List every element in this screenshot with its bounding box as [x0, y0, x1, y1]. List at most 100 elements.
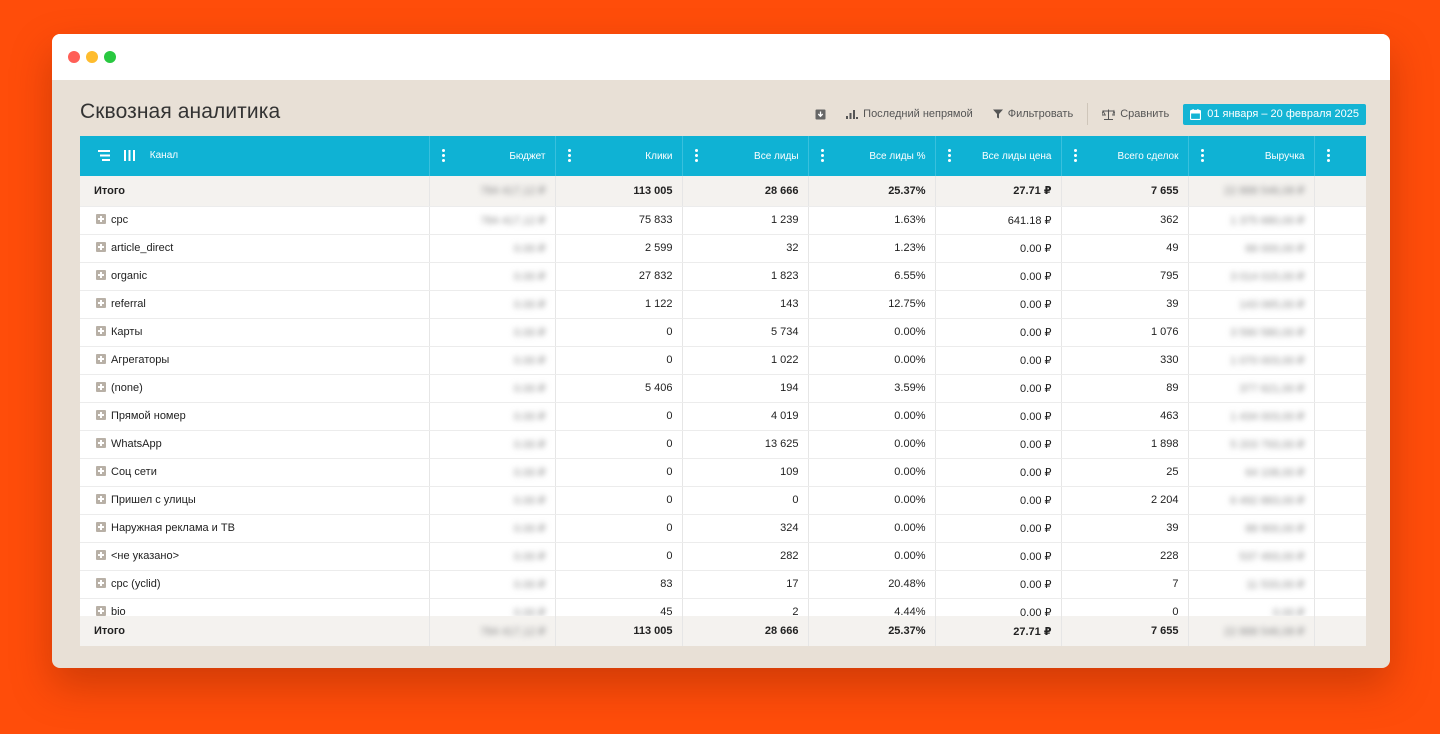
expand-row-icon[interactable] [96, 438, 106, 448]
column-header-channel[interactable]: Канал [80, 136, 430, 176]
cell-revenue: 64 108,00 ₽ [1188, 458, 1315, 487]
footer-total-row: Итого 784 417,12 ₽ 113 005 28 666 25.37%… [80, 616, 1366, 646]
cell-clicks: 0 [555, 318, 683, 347]
footer-total-table: Итого 784 417,12 ₽ 113 005 28 666 25.37%… [80, 616, 1366, 646]
total-budget: 784 417,12 ₽ [429, 176, 556, 207]
cell-budget: 0.00 ₽ [429, 262, 556, 291]
column-menu-icon[interactable] [694, 149, 699, 163]
download-button[interactable] [815, 109, 826, 120]
column-header-leads-pct[interactable]: Все лиды % [808, 136, 936, 176]
footer-total-clicks: 113 005 [555, 616, 683, 646]
total-row: Итого 784 417,12 ₽ 113 005 28 666 25.37%… [80, 176, 1366, 207]
date-range-label: 01 января – 20 февраля 2025 [1207, 108, 1359, 120]
columns-icon[interactable] [124, 150, 135, 162]
expand-row-icon[interactable] [96, 298, 106, 308]
cell-extra [1314, 374, 1366, 403]
table-row[interactable]: cpc (yclid) 0.00 ₽83 17 20.48% 0.00 ₽7 11 533… [80, 570, 1366, 599]
toolbar: Последний непрямой Фильтровать Сравнить … [795, 102, 1366, 126]
page-title: Сквозная аналитика [80, 100, 281, 123]
expand-row-icon[interactable] [96, 382, 106, 392]
sort-lines-icon[interactable] [98, 150, 110, 162]
column-header-extra[interactable] [1314, 136, 1366, 176]
column-header-revenue[interactable]: Выручка [1188, 136, 1315, 176]
cell-leads: 143 [682, 290, 809, 319]
table-row[interactable]: Пришел с улицы 0.00 ₽0 0 0.00% 0.00 ₽2 204 6 … [80, 486, 1366, 515]
cell-channel: Пришел с улицы [80, 486, 430, 515]
minimize-window-button[interactable] [86, 51, 98, 63]
table-row[interactable]: Наружная реклама и ТВ 0.00 ₽0 324 0.00% 0.00… [80, 514, 1366, 543]
filter-label: Фильтровать [1007, 108, 1074, 120]
cell-extra [1314, 318, 1366, 347]
cell-leads-pct: 3.59% [808, 374, 936, 403]
cell-leads-pct: 0.00% [808, 402, 936, 431]
column-menu-icon[interactable] [441, 149, 446, 163]
table-row[interactable]: referral 0.00 ₽1 122 143 12.75% 0.00 ₽39 143 … [80, 290, 1366, 319]
bar-chart-icon [846, 110, 859, 119]
column-menu-icon[interactable] [1200, 149, 1205, 163]
cell-revenue: 66 000,00 ₽ [1188, 234, 1315, 263]
cell-lead-price: 0.00 ₽ [935, 570, 1062, 599]
cell-revenue: 6 492 883,00 ₽ [1188, 486, 1315, 515]
column-menu-icon[interactable] [1073, 149, 1078, 163]
expand-row-icon[interactable] [96, 354, 106, 364]
maximize-window-button[interactable] [104, 51, 116, 63]
expand-row-icon[interactable] [96, 466, 106, 476]
expand-row-icon[interactable] [96, 410, 106, 420]
table-row[interactable]: (none) 0.00 ₽5 406 194 3.59% 0.00 ₽89 377 621… [80, 374, 1366, 403]
table-row[interactable]: Прямой номер 0.00 ₽0 4 019 0.00% 0.00 ₽463 1 … [80, 402, 1366, 431]
attribution-model-button[interactable]: Последний непрямой [846, 108, 973, 120]
expand-row-icon[interactable] [96, 214, 106, 224]
table-row[interactable]: Карты 0.00 ₽0 5 734 0.00% 0.00 ₽1 076 3 590 5… [80, 318, 1366, 347]
column-menu-icon[interactable] [820, 149, 825, 163]
table-row[interactable]: Агрегаторы 0.00 ₽0 1 022 0.00% 0.00 ₽330 1 07… [80, 346, 1366, 375]
column-menu-icon[interactable] [1326, 149, 1331, 163]
expand-row-icon[interactable] [96, 326, 106, 336]
cell-revenue: 88 900,00 ₽ [1188, 514, 1315, 543]
cell-budget: 0.00 ₽ [429, 570, 556, 599]
table-row[interactable]: <не указано> 0.00 ₽0 282 0.00% 0.00 ₽228 537 … [80, 542, 1366, 571]
table-row[interactable]: Соц сети 0.00 ₽0 109 0.00% 0.00 ₽25 64 108,00… [80, 458, 1366, 487]
cell-budget: 0.00 ₽ [429, 542, 556, 571]
cell-leads: 324 [682, 514, 809, 543]
expand-row-icon[interactable] [96, 270, 106, 280]
date-range-picker[interactable]: 01 января – 20 февраля 2025 [1183, 103, 1366, 125]
cell-lead-price: 0.00 ₽ [935, 514, 1062, 543]
column-header-deals[interactable]: Всего сделок [1061, 136, 1189, 176]
total-lead-price: 27.71 ₽ [935, 176, 1062, 207]
column-header-clicks[interactable]: Клики [555, 136, 683, 176]
close-window-button[interactable] [68, 51, 80, 63]
cell-deals: 463 [1061, 402, 1189, 431]
expand-row-icon[interactable] [96, 550, 106, 560]
channel-label: article_direct [111, 242, 174, 254]
cell-deals: 49 [1061, 234, 1189, 263]
cell-deals: 362 [1061, 206, 1189, 235]
expand-row-icon[interactable] [96, 522, 106, 532]
column-header-leads[interactable]: Все лиды [682, 136, 809, 176]
expand-row-icon[interactable] [96, 242, 106, 252]
channel-label: <не указано> [111, 550, 179, 562]
table-row[interactable]: organic 0.00 ₽27 832 1 823 6.55% 0.00 ₽795 3 … [80, 262, 1366, 291]
channel-label: WhatsApp [111, 438, 162, 450]
table-row[interactable]: article_direct 0.00 ₽2 599 32 1.23% 0.00 ₽49… [80, 234, 1366, 263]
column-header-budget[interactable]: Бюджет [429, 136, 556, 176]
channel-label: referral [111, 298, 146, 310]
expand-row-icon[interactable] [96, 578, 106, 588]
cell-clicks: 27 832 [555, 262, 683, 291]
column-header-label: Все лиды цена [982, 150, 1052, 162]
cell-extra [1314, 514, 1366, 543]
column-menu-icon[interactable] [947, 149, 952, 163]
table-row[interactable]: cpc 784 417,12 ₽75 833 1 239 1.63% 641.18 ₽3… [80, 206, 1366, 235]
table-row[interactable]: WhatsApp 0.00 ₽0 13 625 0.00% 0.00 ₽1 898 5 2… [80, 430, 1366, 459]
channel-label: Наружная реклама и ТВ [111, 522, 235, 534]
column-menu-icon[interactable] [567, 149, 572, 163]
cell-leads: 1 239 [682, 206, 809, 235]
expand-row-icon[interactable] [96, 494, 106, 504]
column-header-lead-price[interactable]: Все лиды цена [935, 136, 1062, 176]
compare-button[interactable]: Сравнить [1102, 108, 1169, 120]
cell-revenue: 143 065,00 ₽ [1188, 290, 1315, 319]
cell-clicks: 75 833 [555, 206, 683, 235]
filter-button[interactable]: Фильтровать [992, 108, 1074, 120]
expand-row-icon[interactable] [96, 606, 106, 616]
column-header-label: Все лиды [754, 150, 799, 162]
column-header-label: Клики [645, 150, 673, 162]
